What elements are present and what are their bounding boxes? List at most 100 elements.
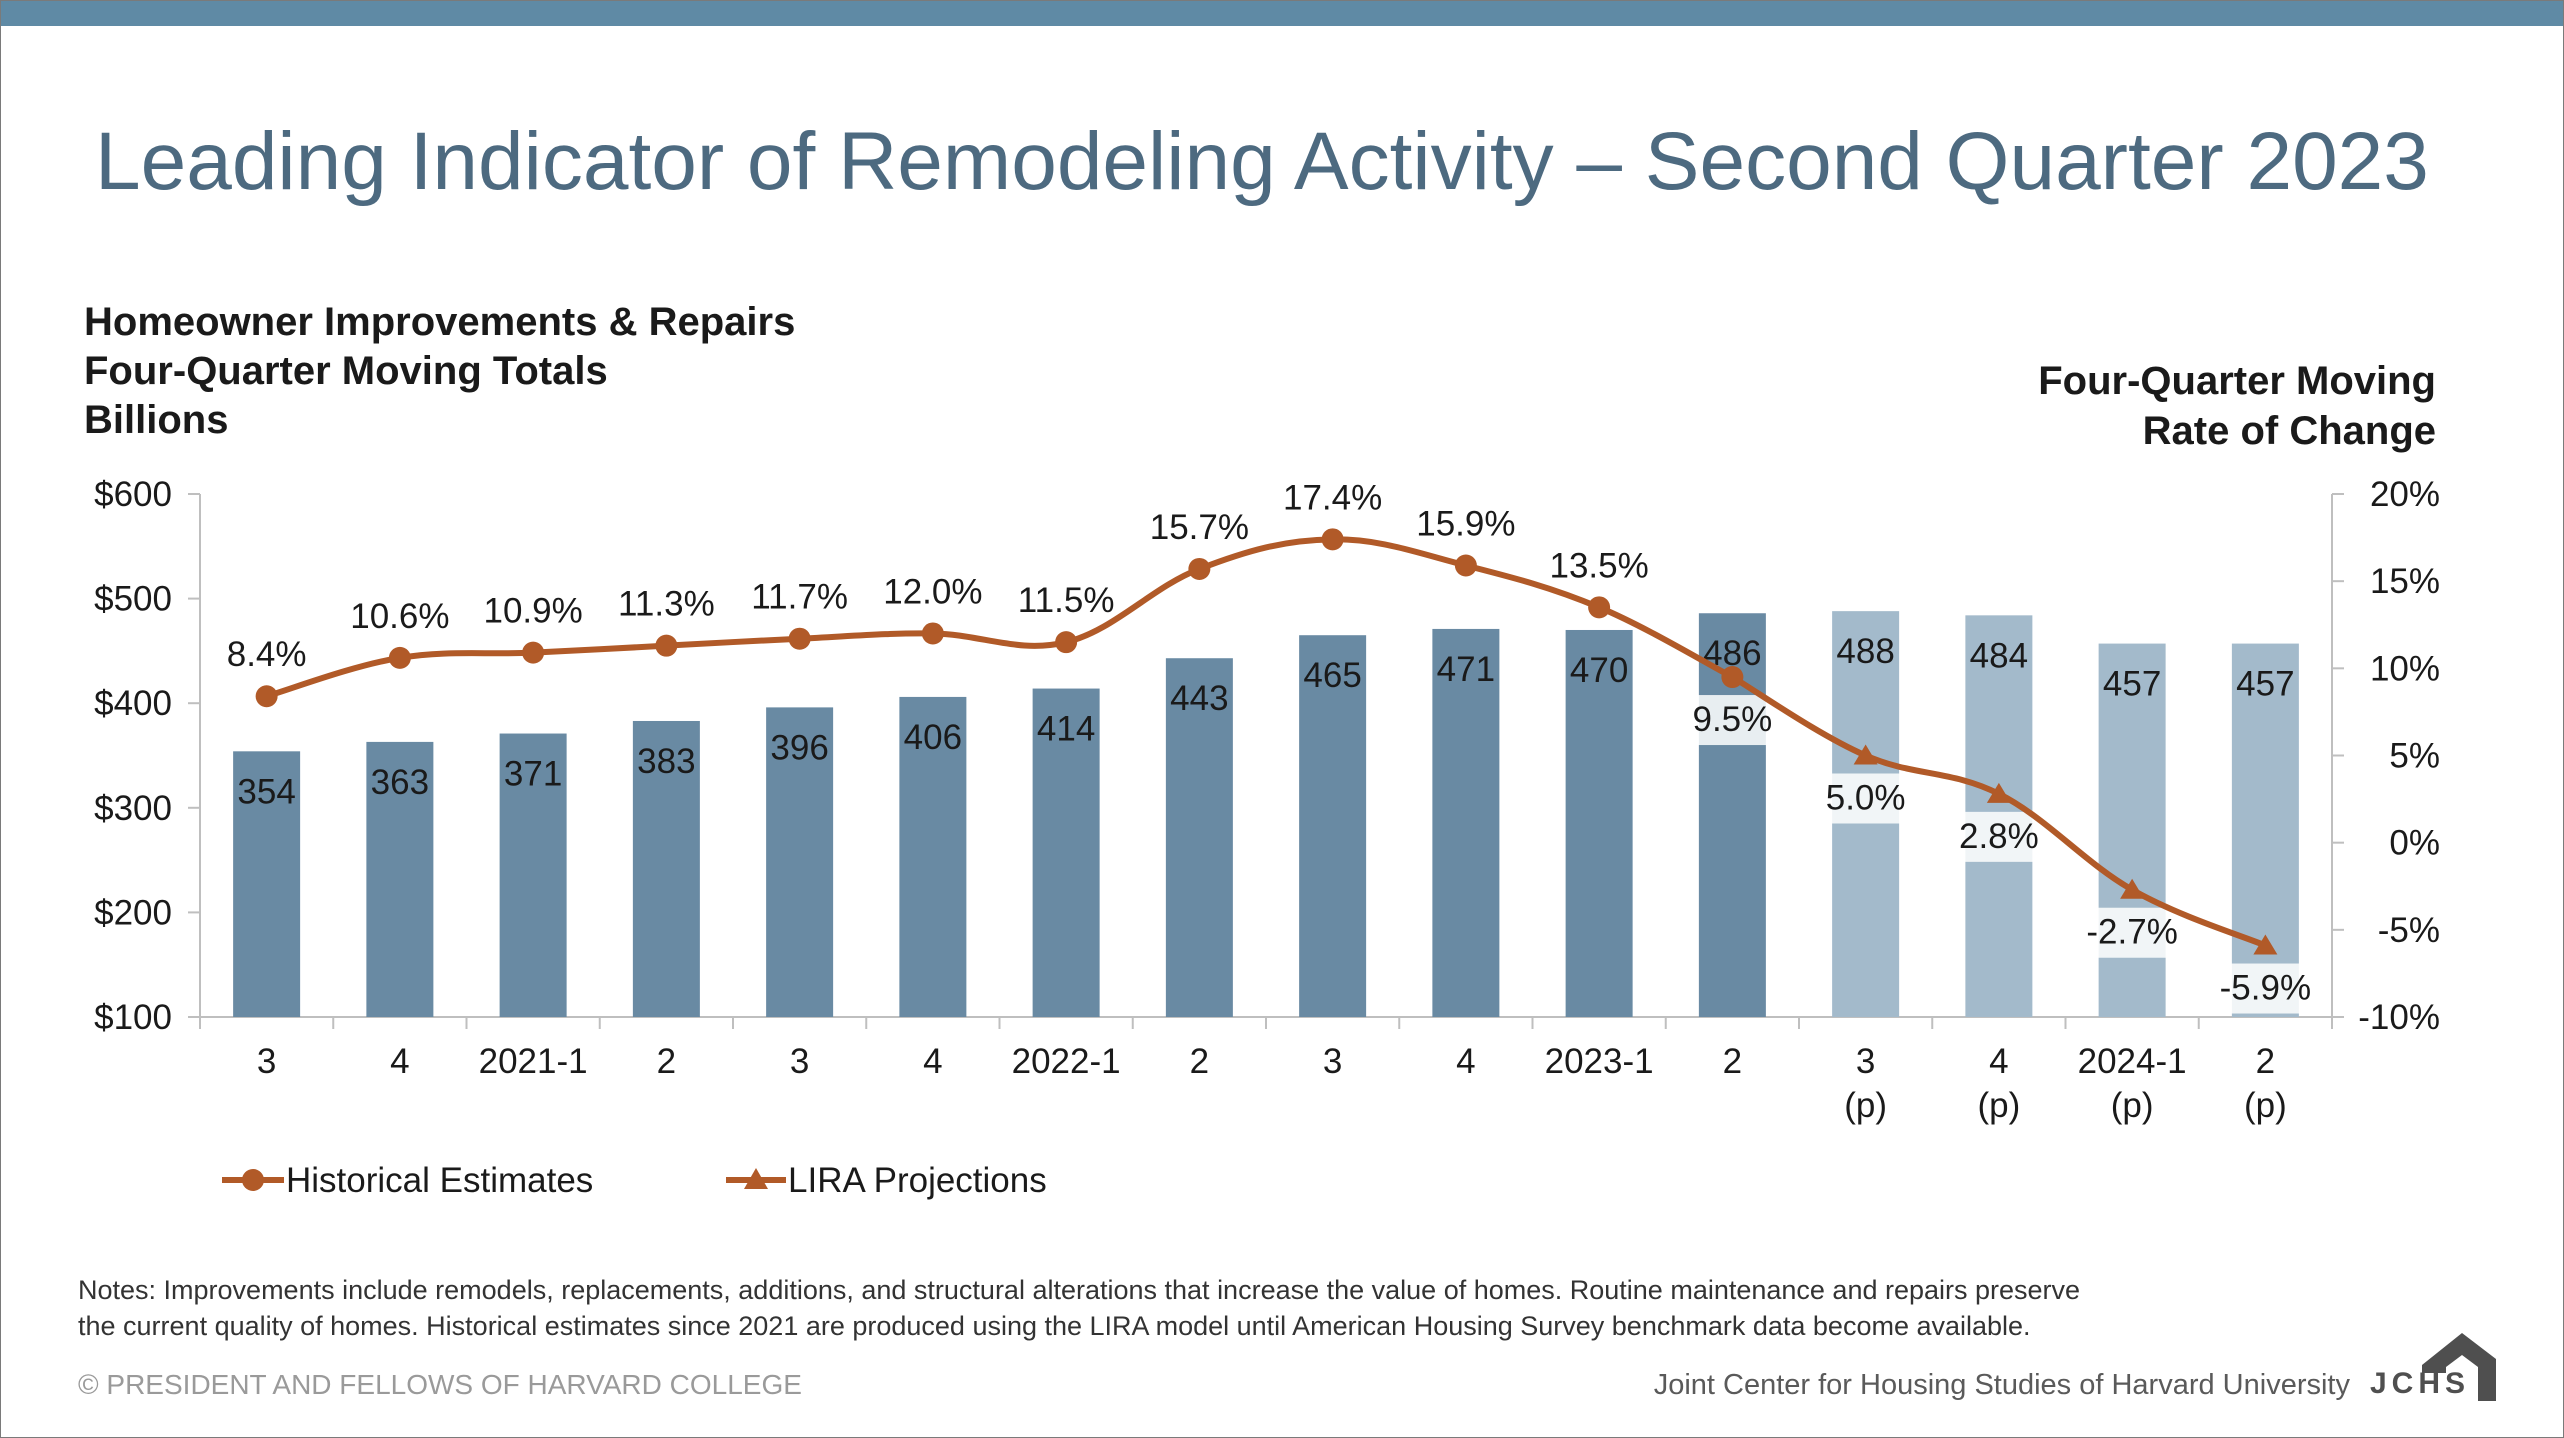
x-axis-category-label: (p) xyxy=(1977,1086,2020,1125)
historical-point xyxy=(1055,631,1078,654)
x-axis-category-label: 2022-1 xyxy=(1012,1042,1121,1081)
bar-value-label: 457 xyxy=(2103,665,2161,704)
historical-bar xyxy=(1299,635,1367,1017)
data-label-background xyxy=(1816,773,1915,824)
rate-data-label: 8.4% xyxy=(227,635,307,674)
rate-data-label: -2.7% xyxy=(2086,913,2177,952)
left-axis-tick-label: $400 xyxy=(94,684,172,723)
x-axis-category-label: (p) xyxy=(2111,1086,2154,1125)
top-accent-bar xyxy=(0,0,2564,26)
historical-bar xyxy=(233,751,301,1017)
data-label-background xyxy=(1949,811,2048,862)
notes: Notes: Improvements include remodels, re… xyxy=(78,1272,2080,1344)
bar-value-label: 443 xyxy=(1170,679,1228,718)
right-axis-tick-label: 20% xyxy=(2370,475,2440,514)
historical-bar xyxy=(1565,629,1633,1017)
historical-point xyxy=(388,646,411,669)
x-axis-category-label: (p) xyxy=(1844,1086,1887,1125)
historical-point xyxy=(1588,596,1611,619)
rate-data-label: 11.5% xyxy=(1018,581,1115,620)
projection-point xyxy=(2120,878,2145,899)
left-axis-tick-label: $200 xyxy=(94,893,172,932)
historical-point xyxy=(788,627,811,650)
data-label-background xyxy=(1683,695,1782,746)
left-axis-tick-label: $100 xyxy=(94,998,172,1037)
rate-data-label: 15.9% xyxy=(1416,504,1515,543)
bar-value-label: 363 xyxy=(371,763,429,802)
historical-bar xyxy=(1032,688,1100,1017)
right-axis-tick-label: -10% xyxy=(2358,998,2440,1037)
historical-bar xyxy=(1165,658,1233,1017)
left-axis-tick-label: $300 xyxy=(94,789,172,828)
legend-historical-label: Historical Estimates xyxy=(286,1161,593,1200)
historical-point xyxy=(1454,554,1477,577)
left-axis-title-line: Billions xyxy=(84,398,229,442)
bar-value-label: 414 xyxy=(1037,710,1095,749)
left-axis-tick-label: $500 xyxy=(94,580,172,619)
historical-bar xyxy=(632,720,700,1017)
right-axis-tick-label: 0% xyxy=(2389,824,2440,863)
x-axis-category-label: (p) xyxy=(2244,1086,2287,1125)
projection-point xyxy=(1986,782,2011,803)
data-label-background xyxy=(2073,907,2192,958)
right-axis-title-line: Four-Quarter Moving xyxy=(2038,359,2436,403)
x-axis-category-label: 4 xyxy=(1456,1042,1475,1081)
historical-bar xyxy=(499,733,567,1017)
left-axis-title: Homeowner Improvements & Repairs Four-Qu… xyxy=(84,298,795,445)
x-axis-category-label: 4 xyxy=(1989,1042,2008,1081)
historical-point xyxy=(655,634,678,657)
rate-data-label: -5.9% xyxy=(2220,969,2311,1008)
historical-estimates-line xyxy=(265,536,1734,700)
left-axis-title-line: Four-Quarter Moving Totals xyxy=(84,349,608,393)
bar-value-label: 396 xyxy=(770,728,828,767)
historical-bar xyxy=(366,741,434,1017)
bar-value-label: 488 xyxy=(1836,632,1894,671)
historical-point xyxy=(1321,528,1344,551)
rate-data-label: 11.3% xyxy=(618,585,715,624)
legend-projections-label: LIRA Projections xyxy=(788,1161,1047,1200)
data-label-background xyxy=(2206,963,2325,1014)
right-axis-tick-label: 15% xyxy=(2370,562,2440,601)
right-axis-tick-label: 10% xyxy=(2370,649,2440,688)
x-axis-category-label: 2023-1 xyxy=(1545,1042,1654,1081)
historical-point xyxy=(1721,666,1744,689)
right-axis-tick-label: -5% xyxy=(2378,911,2440,950)
bar-value-label: 371 xyxy=(504,755,562,794)
rate-data-label: 17.4% xyxy=(1283,478,1382,517)
historical-point xyxy=(255,685,278,708)
bar-value-label: 471 xyxy=(1437,650,1495,689)
rate-data-label: 12.0% xyxy=(883,572,982,611)
copyright: © PRESIDENT AND FELLOWS OF HARVARD COLLE… xyxy=(78,1369,802,1400)
rate-data-label: 15.7% xyxy=(1150,508,1249,547)
bar-value-label: 406 xyxy=(904,718,962,757)
logo-text: JCHS xyxy=(2370,1367,2471,1400)
rate-data-label: 5.0% xyxy=(1826,779,1906,818)
x-axis-category-label: 4 xyxy=(390,1042,409,1081)
left-axis-title-line: Homeowner Improvements & Repairs xyxy=(84,300,796,344)
x-axis-category-label: 2 xyxy=(657,1042,676,1081)
bar-value-label: 470 xyxy=(1570,651,1628,690)
right-axis-tick-label: 5% xyxy=(2389,737,2440,776)
bar-value-label: 484 xyxy=(1970,636,2028,675)
projection-point xyxy=(2253,934,2278,955)
x-axis-category-label: 2 xyxy=(2256,1042,2275,1081)
x-axis-category-label: 3 xyxy=(1856,1042,1875,1081)
rate-data-label: 2.8% xyxy=(1959,817,2039,856)
projection-bar xyxy=(2231,643,2299,1017)
x-axis-category-label: 2 xyxy=(1190,1042,1209,1081)
rate-data-label: 9.5% xyxy=(1692,700,1772,739)
x-axis-category-label: 2024-1 xyxy=(2078,1042,2187,1081)
x-axis-category-label: 2021-1 xyxy=(479,1042,588,1081)
bar-value-label: 465 xyxy=(1303,656,1361,695)
right-axis-title: Four-Quarter Moving Rate of Change xyxy=(2038,356,2436,456)
bar-value-label: 383 xyxy=(637,742,695,781)
historical-bar xyxy=(1432,628,1500,1017)
historical-point xyxy=(921,622,944,645)
organization-name: Joint Center for Housing Studies of Harv… xyxy=(1653,1369,2350,1401)
bar-value-label: 354 xyxy=(237,772,295,811)
jchs-house-logo-icon xyxy=(2422,1333,2496,1401)
historical-point xyxy=(522,641,545,664)
legend-historical-marker xyxy=(242,1169,264,1191)
historical-bar xyxy=(766,707,834,1017)
